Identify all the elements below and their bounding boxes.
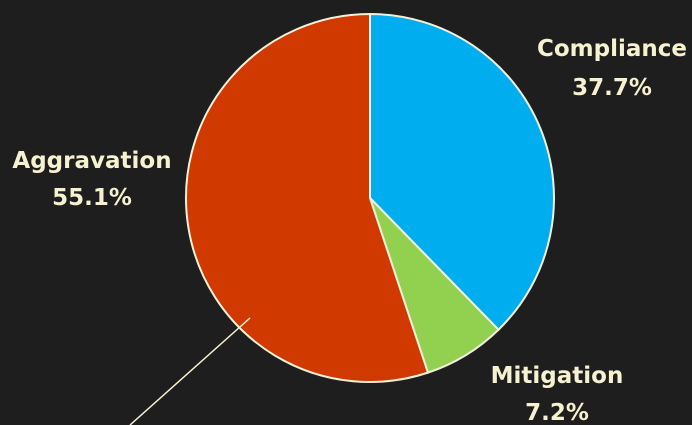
pie-labels: Compliance 37.7% Mitigation 7.2% Aggrava… xyxy=(12,36,687,425)
pie-slice-compliance xyxy=(369,12,555,332)
slice-label-compliance-name: Compliance xyxy=(537,36,687,62)
slice-label-compliance-value: 37.7% xyxy=(572,75,652,101)
leader-line xyxy=(129,317,251,425)
slice-label-mitigation-name: Mitigation xyxy=(491,363,624,389)
pie-slice-aggravation xyxy=(185,12,430,383)
pie-slices xyxy=(185,12,555,383)
slice-label-aggravation-name: Aggravation xyxy=(12,148,171,174)
slice-label-aggravation-value: 55.1% xyxy=(52,185,132,211)
slice-label-mitigation-value: 7.2% xyxy=(525,400,589,425)
